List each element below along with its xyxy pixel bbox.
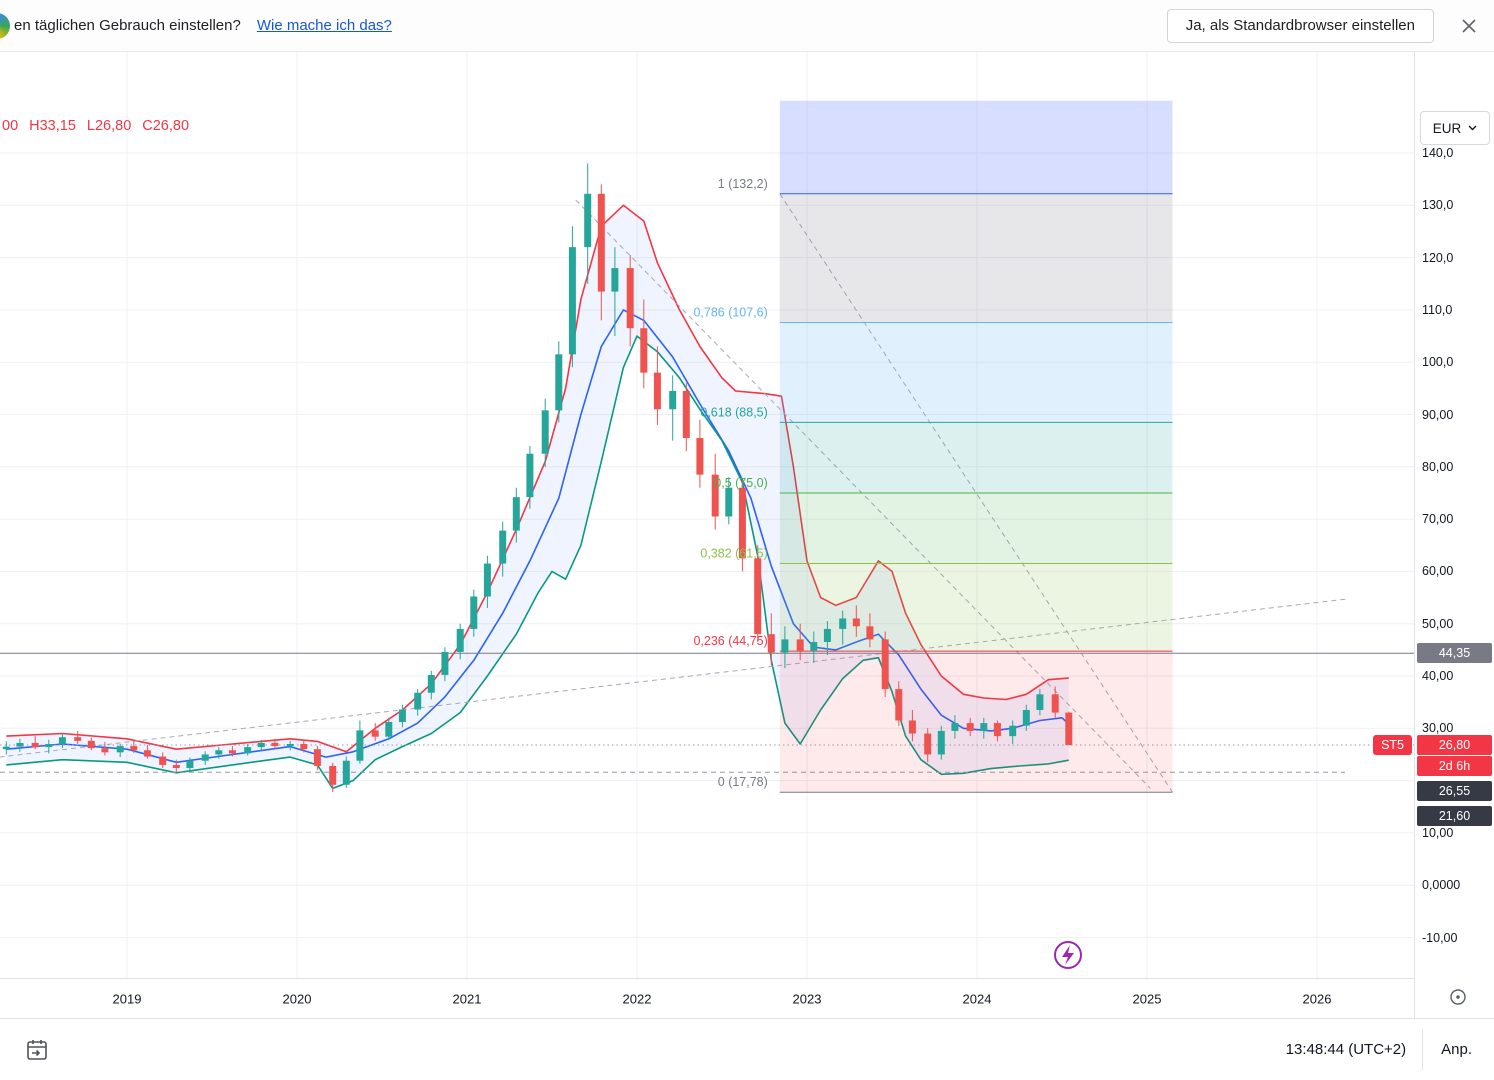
price-tick: 80,00 — [1422, 459, 1454, 474]
price-tick: 30,00 — [1422, 721, 1454, 736]
price-tick: 70,00 — [1422, 512, 1454, 527]
candles-series — [2, 163, 1073, 793]
price-tick: 50,00 — [1422, 616, 1454, 631]
price-lines — [0, 652, 1414, 773]
price-tick: 110,0 — [1422, 302, 1453, 317]
time-axis[interactable]: 2019 2020 2021 2022 2023 2024 2025 2026 — [0, 978, 1414, 1018]
year-label: 2020 — [282, 991, 312, 1006]
svg-text:0,382 (61,5): 0,382 (61,5) — [700, 547, 767, 561]
close-icon[interactable] — [1458, 15, 1480, 37]
go-to-date-icon[interactable] — [22, 1035, 52, 1065]
svg-text:0,786 (107,6): 0,786 (107,6) — [693, 305, 767, 319]
year-label: 2021 — [452, 991, 482, 1006]
year-label: 2019 — [112, 991, 142, 1006]
toolbar-divider — [1422, 1029, 1424, 1070]
year-label: 2022 — [622, 991, 652, 1006]
price-tick: 100,0 — [1422, 355, 1454, 370]
chart-svg: 1 (132,2) 0,786 (107,6) 0,618 (88,5) 0,5 (7… — [0, 52, 1414, 978]
notification-message: en täglichen Gebrauch einstellen? — [14, 17, 241, 34]
st5-strategy-badge: ST5 — [1373, 735, 1412, 756]
svg-text:0,5 (75,0): 0,5 (75,0) — [714, 476, 768, 490]
price-tick: 10,00 — [1422, 825, 1454, 840]
price-tick: 0,0000 — [1422, 878, 1461, 893]
clock[interactable]: 13:48:44 (UTC+2) — [1285, 1041, 1407, 1058]
price-badge: 44,35 — [1417, 643, 1492, 663]
adjust-button[interactable]: Anp. — [1441, 1041, 1472, 1058]
price-tick: 60,00 — [1422, 564, 1454, 579]
price-axis[interactable]: EUR 140,0 130,0 120,0 110,0 100,0 90,00 80,00 7… — [1414, 52, 1494, 1018]
year-label: 2024 — [962, 991, 992, 1006]
price-badge: 2d 6h — [1417, 756, 1492, 776]
lightning-icon[interactable] — [1054, 941, 1082, 969]
price-tick: 120,0 — [1422, 250, 1454, 265]
svg-text:0,236 (44,75): 0,236 (44,75) — [693, 634, 767, 648]
price-tick: 140,0 — [1422, 146, 1454, 160]
svg-text:1 (132,2): 1 (132,2) — [718, 177, 768, 191]
price-badge: 26,80 — [1417, 735, 1492, 755]
svg-text:0 (17,78): 0 (17,78) — [718, 775, 768, 789]
chart-canvas[interactable]: 1 (132,2) 0,786 (107,6) 0,618 (88,5) 0,5 (7… — [0, 52, 1414, 978]
price-badge: 21,60 — [1417, 806, 1492, 826]
price-tick: 90,00 — [1422, 407, 1454, 422]
bottom-toolbar: 13:48:44 (UTC+2) Anp. — [0, 1018, 1494, 1080]
currency-label: EUR — [1432, 120, 1462, 136]
set-default-browser-button[interactable]: Ja, als Standardbrowser einstellen — [1166, 8, 1434, 43]
year-label: 2025 — [1132, 991, 1162, 1006]
fib-labels: 1 (132,2) 0,786 (107,6) 0,618 (88,5) 0,5 (7… — [693, 177, 767, 789]
price-tick: 40,00 — [1422, 669, 1454, 683]
fib-retracement — [779, 100, 1173, 793]
scale-settings-icon[interactable] — [1445, 984, 1471, 1010]
price-badge: 26,55 — [1417, 781, 1492, 801]
chart-window: 1 (132,2) 0,786 (107,6) 0,618 (88,5) 0,5 (7… — [0, 52, 1494, 1080]
grid — [0, 52, 1414, 978]
browser-logo-fragment — [0, 12, 10, 39]
price-tick: 130,0 — [1422, 198, 1454, 213]
browser-notification-bar: en täglichen Gebrauch einstellen? Wie ma… — [0, 0, 1494, 52]
svg-text:0,618 (88,5): 0,618 (88,5) — [700, 405, 767, 419]
price-tick: -10,00 — [1422, 930, 1458, 945]
help-link[interactable]: Wie mache ich das? — [256, 17, 392, 34]
currency-selector[interactable]: EUR — [1420, 111, 1490, 145]
chevron-down-icon — [1468, 125, 1477, 131]
trend-lines — [0, 193, 1346, 793]
year-label: 2026 — [1302, 991, 1332, 1006]
year-label: 2023 — [792, 991, 822, 1006]
